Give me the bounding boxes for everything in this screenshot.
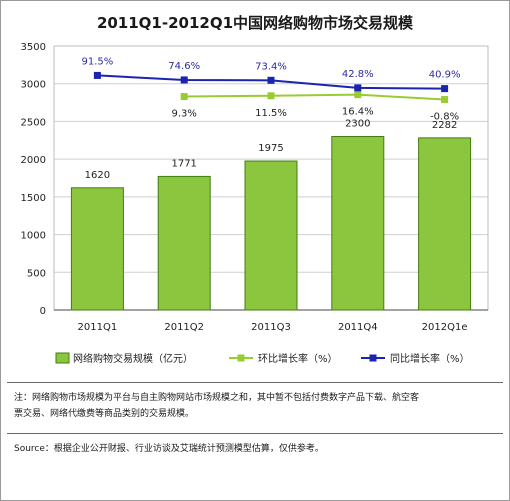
x-tick-label-2011Q4: 2011Q4: [338, 322, 378, 333]
yoy-rate-label: 40.9%: [429, 70, 461, 81]
y-tick-label: 500: [27, 268, 46, 279]
yoy-rate-label: 73.4%: [255, 61, 287, 72]
legend-label-yoy: 同比增长率（%）: [390, 352, 470, 365]
bar-2011Q2: [157, 175, 211, 311]
qoq-rate-label: -0.8%: [430, 112, 459, 123]
footnote-line-2: 票交易、网络代缴费等商品类别的交易规模。: [14, 409, 195, 419]
y-tick-label: 1500: [21, 193, 46, 204]
y-tick-label: 3500: [21, 42, 46, 53]
source-note: Source：根据企业公开财报、行业访谈及艾瑞统计预测模型估算，仅供参考。: [14, 444, 324, 454]
series-marker-1: [441, 96, 449, 104]
legend-swatch-bar: [55, 352, 70, 364]
bar-2011Q4: [331, 136, 385, 311]
separator-top: [7, 382, 503, 383]
y-tick-label: 2000: [21, 155, 46, 166]
yoy-rate-label: 91.5%: [82, 56, 114, 67]
qoq-rate-label: 11.5%: [255, 108, 287, 119]
bar-2011Q3: [244, 160, 298, 311]
y-tick-label: 1000: [21, 231, 46, 242]
bar-value-label: 1975: [258, 143, 283, 154]
x-tick-label-2011Q3: 2011Q3: [251, 322, 291, 333]
series-marker-2: [354, 84, 362, 92]
footnote-line-1: 注：网络购物市场规模为平台与自主购物网站市场规模之和，其中暂不包括付费数字产品下…: [14, 393, 420, 403]
legend-marker-qoq: [237, 354, 245, 362]
series-marker-2: [93, 71, 101, 79]
x-tick-label-2012Q1e: 2012Q1e: [422, 322, 468, 333]
qoq-rate-label: 9.3%: [171, 109, 196, 120]
bar-2011Q1: [70, 187, 124, 311]
legend-label-qoq: 环比增长率（%）: [258, 352, 338, 365]
bar-2012Q1e: [418, 137, 472, 311]
chart-plot: 0 500 1000 1500 2000 2500 3000 3500 1620 1771 1975…: [21, 42, 489, 365]
separator-bottom: [7, 433, 503, 434]
bar-value-label: 2282: [432, 120, 457, 131]
series-marker-2: [180, 76, 188, 84]
qoq-rate-label: 16.4%: [342, 107, 374, 118]
series-marker-1: [180, 93, 188, 101]
x-tick-label-2011Q2: 2011Q2: [164, 322, 204, 333]
y-tick-label: 3000: [21, 80, 46, 91]
y-tick-label: 0: [40, 306, 46, 317]
y-tick-label: 2500: [21, 117, 46, 128]
chart-title: 2011Q1-2012Q1中国网络购物市场交易规模: [96, 14, 414, 32]
series-marker-2: [267, 76, 275, 84]
series-marker-2: [441, 85, 449, 93]
series-line-1: [184, 93, 445, 101]
yoy-rate-label: 42.8%: [342, 69, 374, 80]
bar-value-label: 1771: [171, 158, 196, 169]
x-tick-label-2011Q1: 2011Q1: [78, 322, 118, 333]
legend-marker-yoy: [369, 354, 377, 362]
yoy-rate-label: 74.6%: [168, 61, 200, 72]
series-marker-1: [267, 92, 275, 100]
bar-value-label: 2300: [345, 119, 370, 130]
series-marker-1: [354, 91, 362, 99]
bar-value-label: 1620: [85, 170, 110, 181]
legend-label-bar: 网络购物交易规模（亿元）: [73, 352, 193, 365]
